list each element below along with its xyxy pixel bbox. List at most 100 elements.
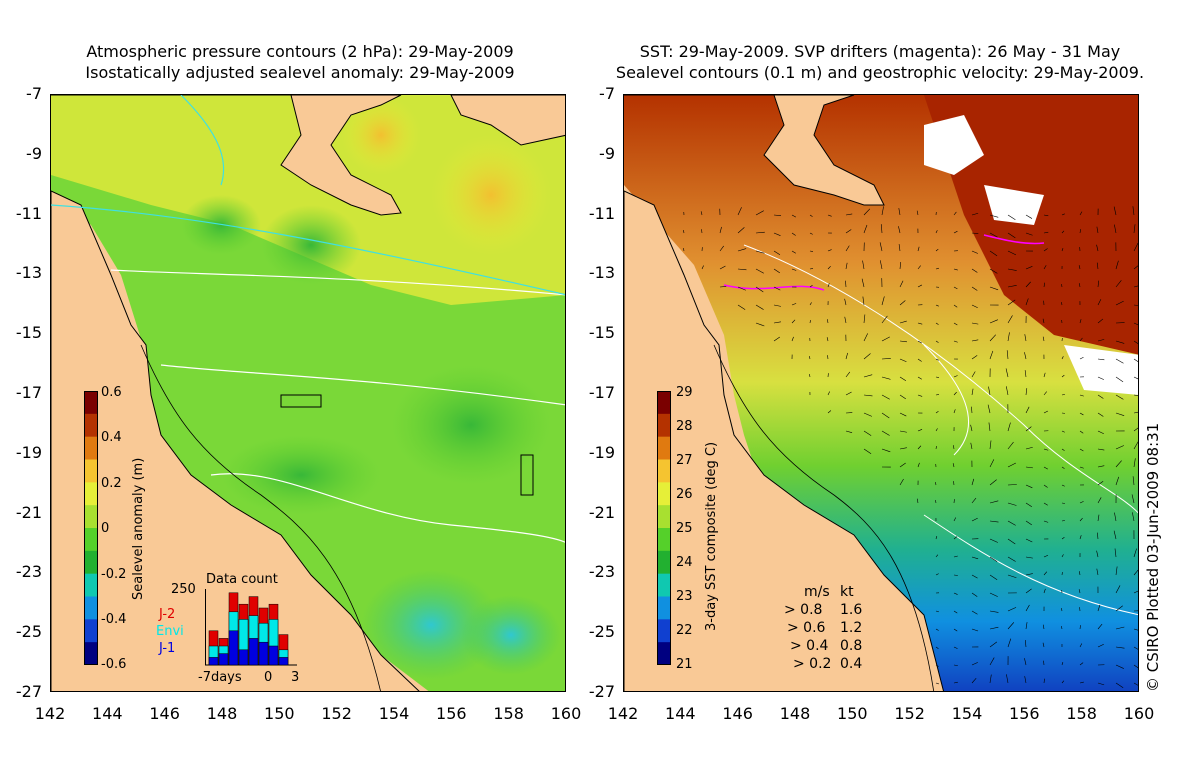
x-tick-label: 148 (779, 704, 811, 723)
velocity-arrow (989, 214, 999, 218)
velocity-arrow (755, 250, 765, 254)
velocity-arrow (1133, 458, 1136, 468)
sealevel-cbar-tick: 0.2 (101, 476, 122, 491)
velocity-arrow (1133, 265, 1138, 270)
velocity-arrow (953, 628, 958, 632)
velocity-arrow (791, 336, 794, 342)
velocity-arrow (952, 463, 955, 468)
velocity-arrow (971, 286, 978, 291)
velocity-arrow (1079, 681, 1084, 684)
velocity-arrow (1133, 646, 1138, 650)
velocity-arrow (1115, 394, 1124, 400)
velocity-arrow (1061, 230, 1065, 234)
velocity-arrow (971, 212, 979, 216)
velocity-arrow (1061, 430, 1065, 433)
velocity-arrow (1133, 664, 1138, 669)
velocity-arrow (1025, 466, 1033, 469)
velocity-arrow (987, 404, 991, 414)
cyan-contour-2 (180, 95, 225, 186)
x-tick-label: 160 (1123, 704, 1155, 723)
y-tick-label: -19 (588, 442, 615, 462)
velocity-arrow (737, 207, 742, 216)
velocity-arrow (916, 210, 919, 216)
velocity-arrow (971, 517, 978, 522)
velocity-arrow (880, 224, 883, 234)
velocity-arrow (791, 319, 796, 324)
velocity-arrow (1007, 556, 1016, 562)
velocity-arrow (1097, 604, 1101, 612)
velocity-arrow (809, 268, 814, 270)
velocity-arrow (1115, 585, 1121, 594)
velocity-arrow (1096, 226, 1099, 234)
velocity-arrow (701, 229, 703, 234)
velocity-arrow (989, 520, 999, 523)
velocity-arrow (1114, 548, 1117, 558)
y-tick-label: -23 (588, 562, 615, 582)
velocity-arrow (1025, 266, 1033, 270)
velocity-arrow (953, 304, 958, 308)
velocity-arrow (917, 429, 923, 432)
colorbar-segment (657, 391, 671, 415)
velocity-arrow (899, 462, 906, 468)
velocity-arrow (1115, 260, 1119, 270)
drifter-track-1 (723, 284, 825, 291)
velocity-arrow (879, 242, 883, 252)
velocity-arrow (917, 394, 923, 397)
anomaly-dark-3 (391, 365, 551, 485)
velocity-arrow (953, 592, 958, 595)
velocity-arrow (1097, 376, 1104, 380)
vel-legend-ms: > 0.8 (784, 602, 823, 618)
velocity-arrow (863, 394, 873, 397)
velocity-arrows (683, 206, 1138, 688)
velocity-arrow (1061, 625, 1063, 630)
colorbar-segment (84, 482, 98, 506)
velocity-arrow (971, 406, 973, 414)
vel-legend-ms: > 0.6 (787, 620, 826, 636)
velocity-arrow (989, 250, 998, 257)
velocity-arrow (1061, 374, 1065, 378)
y-tick-label: -15 (588, 323, 615, 343)
velocity-arrow (1024, 334, 1027, 342)
velocity-arrow (1079, 412, 1084, 416)
velocity-arrow (1097, 280, 1100, 288)
sst-map-svg (624, 95, 1138, 691)
pressure-contour-3 (210, 473, 565, 543)
velocity-arrow (1115, 460, 1122, 468)
x-tick-label: 146 (722, 704, 753, 723)
velocity-arrow (1113, 206, 1117, 216)
vel-legend-kt-header: kt (840, 584, 854, 600)
velocity-arrow (1097, 480, 1104, 486)
velocity-arrow (971, 628, 979, 632)
velocity-arrow (881, 206, 884, 216)
velocity-arrow (953, 391, 957, 396)
velocity-arrow (827, 355, 829, 360)
velocity-arrow (1061, 466, 1065, 469)
velocity-arrow (1132, 206, 1135, 216)
velocity-arrow (791, 214, 797, 218)
sst-cbar-tick: 27 (676, 453, 693, 468)
velocity-arrow (845, 391, 852, 396)
velocity-arrow (971, 478, 975, 486)
x-tick-label: 154 (951, 704, 983, 723)
velocity-arrow (1007, 285, 1017, 288)
velocity-arrow (1079, 430, 1084, 434)
data-count-chart (205, 589, 297, 666)
velocity-arrow (989, 268, 998, 274)
png-land-east (450, 95, 565, 146)
velocity-arrow (989, 538, 998, 543)
data-count-bar-j1 (278, 657, 289, 666)
legend-j1: J-1 (159, 641, 176, 656)
velocity-arrow (1061, 662, 1064, 666)
velocity-arrow (881, 430, 890, 436)
velocity-arrow (1043, 520, 1049, 523)
velocity-arrow (1007, 622, 1015, 630)
velocity-arrow (881, 315, 888, 324)
vel-legend-kt: 1.2 (840, 620, 863, 636)
velocity-arrow (953, 646, 958, 649)
velocity-arrow (899, 320, 907, 324)
velocity-arrow (863, 314, 866, 324)
pressure-contour-2 (160, 364, 565, 406)
island-2 (280, 394, 322, 408)
velocity-arrow (899, 394, 906, 400)
velocity-arrow (755, 286, 764, 293)
